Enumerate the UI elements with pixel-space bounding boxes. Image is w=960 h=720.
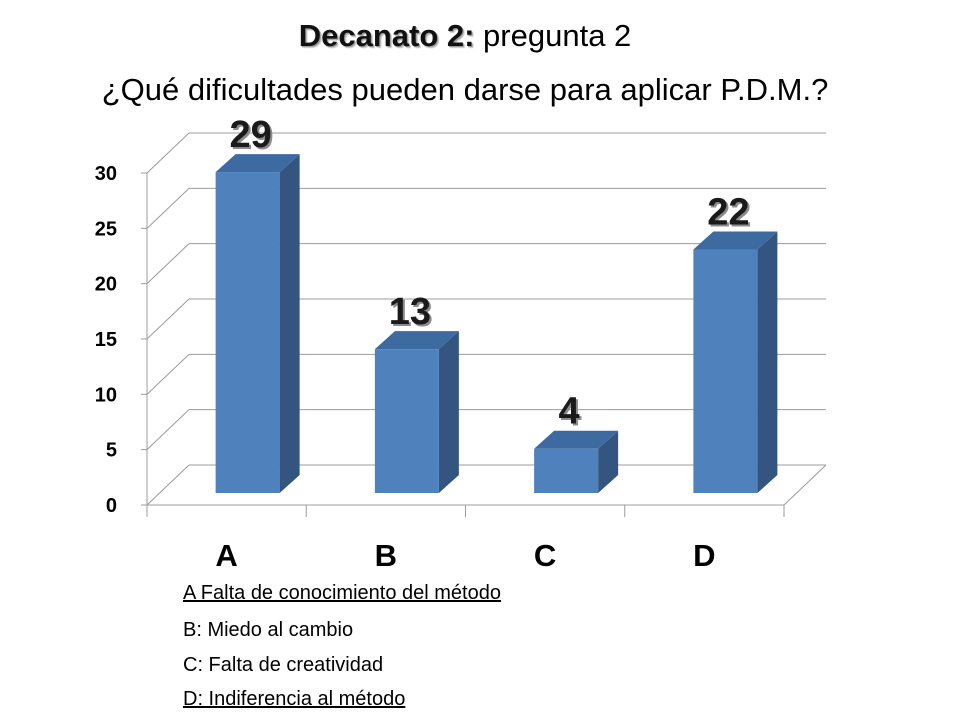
y-tick-label-10: 10 (95, 384, 117, 406)
data-label-b: 13 (389, 291, 431, 333)
gridline-side-20 (146, 243, 190, 285)
floor-right-edge (783, 464, 827, 506)
data-label-shadow-c: 4 (561, 393, 582, 435)
legend-item-c: C: Falta de creatividad (183, 654, 384, 676)
bar-top-c (534, 430, 619, 449)
data-label-shadow-a: 29 (231, 116, 273, 158)
title-suffix: pregunta 2 (474, 18, 632, 53)
bar-top-d (693, 231, 778, 250)
gridline-side-0 (146, 464, 190, 506)
legend-item-a: A Falta de conocimiento del método (183, 582, 501, 604)
x-tick-label-a: A (215, 538, 237, 573)
x-tick-label-c: C (534, 538, 556, 573)
data-label-c: 4 (559, 391, 580, 433)
x-tick-label-d: D (693, 538, 715, 573)
legend-item-b: B: Miedo al cambio (183, 619, 354, 641)
bar-side-b (438, 331, 459, 493)
data-label-a: 29 (229, 114, 271, 156)
bar-a (215, 172, 280, 494)
gridline-side-5 (146, 409, 190, 451)
bar-d (693, 249, 758, 493)
bar-side-c (598, 430, 619, 493)
bar-top-b (374, 331, 459, 350)
x-tick-label-b: B (375, 538, 397, 573)
gridline-side-30 (146, 132, 190, 174)
chart-question: ¿Qué dificultades pueden darse para apli… (101, 72, 829, 107)
y-tick-label-25: 25 (95, 218, 117, 240)
y-tick-label-15: 15 (95, 329, 117, 351)
y-tick-label-30: 30 (95, 163, 117, 185)
title-prefix: Decanato 2: (298, 18, 475, 53)
bar-side-a (279, 154, 300, 494)
bar-c (534, 448, 599, 493)
chart-title: Decanato 2: pregunta 2 (0, 16, 930, 56)
data-label-d: 22 (707, 192, 749, 234)
data-label-shadow-d: 22 (709, 194, 751, 236)
bar-top-a (215, 154, 300, 173)
y-tick-label-20: 20 (95, 274, 117, 296)
bar-side-d (757, 231, 778, 494)
gridline-side-15 (146, 298, 190, 340)
bar-b (374, 349, 439, 493)
gridline-side-25 (146, 187, 190, 229)
gridline-side-10 (146, 353, 190, 395)
legend-item-d: D: Indiferencia al método (183, 688, 406, 710)
data-label-shadow-b: 13 (391, 293, 433, 335)
y-tick-label-5: 5 (106, 440, 117, 462)
y-tick-label-0: 0 (106, 495, 117, 517)
